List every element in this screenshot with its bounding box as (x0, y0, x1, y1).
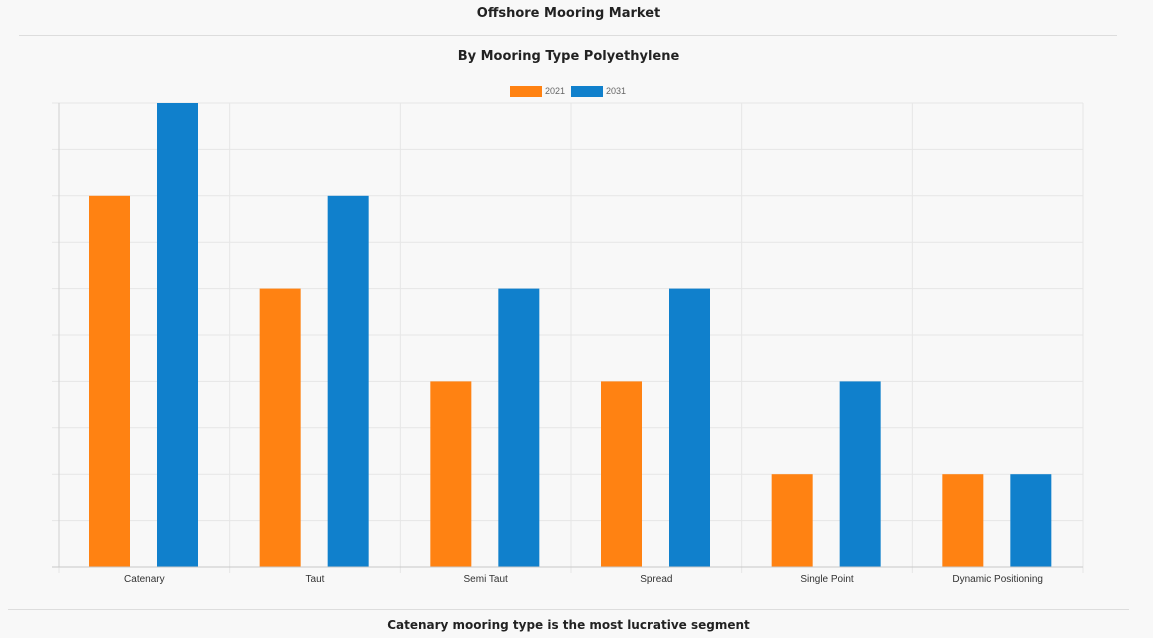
bar-2031-single-point (839, 381, 881, 567)
bar-2031-catenary (157, 103, 198, 567)
legend-swatch-2021 (510, 86, 542, 97)
page-title: Offshore Mooring Market (476, 6, 661, 21)
legend: 2021 2031 (510, 86, 626, 97)
x-tick-label: Taut (306, 574, 325, 585)
bar-chart: 2021 2031 Catenary Taut Semi Taut Spread Sing… (52, 86, 1084, 585)
legend-label: 2021 (545, 86, 565, 96)
grid (52, 102, 1084, 573)
legend-swatch-2031 (571, 86, 603, 97)
bar-2021-taut (259, 288, 301, 567)
bars (89, 103, 1052, 568)
chart-caption: Catenary mooring type is the most lucrat… (387, 618, 750, 632)
divider (19, 35, 1117, 36)
bar-2031-taut (327, 195, 369, 568)
bar-2021-spread (601, 381, 642, 567)
x-axis: Catenary Taut Semi Taut Spread Single Point D… (52, 103, 1083, 585)
bar-2031-semi-taut (498, 288, 540, 567)
divider (8, 609, 1129, 610)
bar-2021-catenary (89, 195, 130, 568)
bar-2021-dynamic-positioning (942, 474, 984, 567)
x-tick-label: Catenary (124, 574, 165, 585)
x-tick-label: Dynamic Positioning (952, 574, 1043, 585)
chart-title: By Mooring Type Polyethylene (457, 49, 680, 64)
bar-2031-dynamic-positioning (1010, 474, 1052, 567)
bar-2021-semi-taut (430, 381, 472, 567)
x-tick-label: Single Point (800, 574, 854, 585)
bar-2031-spread (669, 288, 710, 567)
x-tick-label: Semi Taut (464, 574, 509, 585)
bar-2021-single-point (771, 474, 813, 567)
x-tick-label: Spread (640, 574, 672, 585)
legend-label: 2031 (606, 86, 626, 96)
